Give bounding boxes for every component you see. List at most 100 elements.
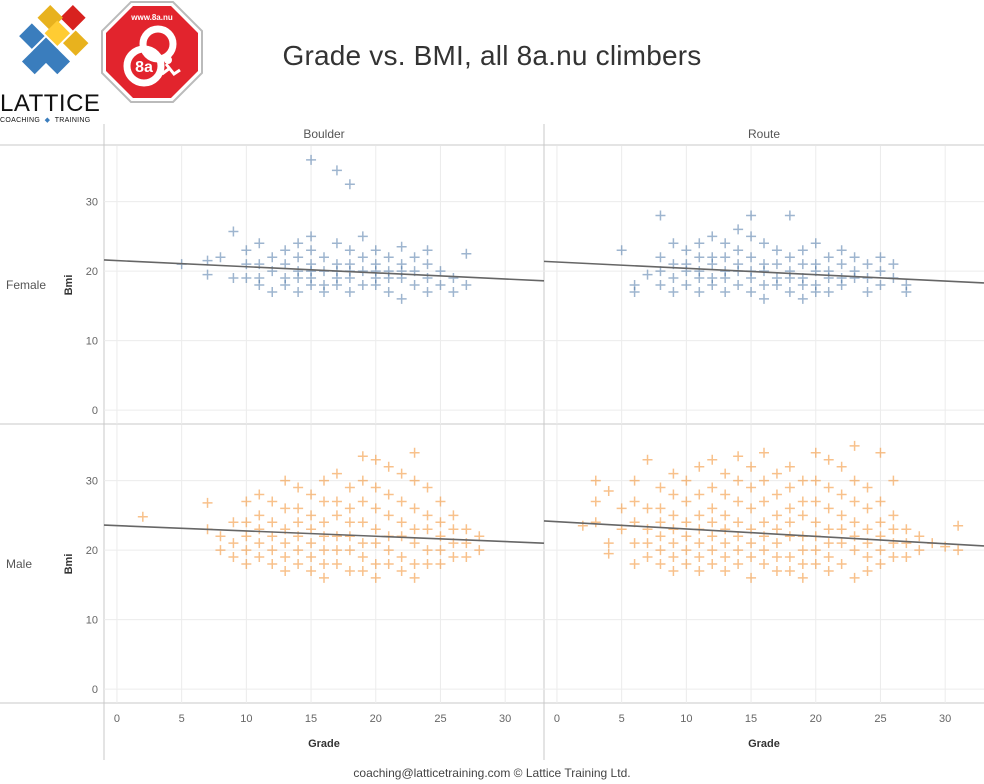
data-point	[254, 280, 265, 290]
data-point	[797, 510, 808, 521]
x-tick-label: 15	[305, 713, 317, 725]
data-point	[759, 447, 769, 458]
data-point	[306, 565, 317, 576]
column-header-boulder: Boulder	[303, 127, 344, 141]
data-point	[409, 280, 420, 290]
data-point	[759, 280, 769, 290]
data-point	[306, 489, 317, 500]
data-point	[306, 154, 317, 165]
data-point	[668, 273, 679, 284]
data-point	[370, 482, 381, 493]
data-point	[331, 238, 342, 249]
data-point	[409, 447, 420, 458]
data-point	[810, 286, 821, 297]
data-point	[461, 524, 472, 535]
data-point	[629, 496, 640, 507]
data-point	[383, 273, 394, 284]
data-point	[357, 231, 368, 242]
data-point	[254, 489, 265, 500]
data-point	[409, 475, 420, 486]
data-point	[810, 559, 821, 569]
scatter-plot-grid: Boulder Route Female Bmi 0 10 20 30 Male Bmi 0 10 20…	[0, 124, 984, 760]
data-point	[655, 252, 666, 263]
data-point	[344, 565, 355, 576]
x-tick-label: 0	[554, 713, 560, 725]
data-point	[797, 496, 808, 507]
data-point	[344, 531, 355, 542]
data-point	[733, 280, 744, 290]
data-point	[875, 252, 886, 263]
data-point	[668, 238, 679, 249]
data-point	[642, 538, 653, 549]
data-point	[319, 475, 329, 486]
data-point	[616, 503, 627, 514]
data-point	[810, 447, 821, 458]
data-point	[875, 559, 886, 569]
data-point	[875, 517, 886, 528]
data-point	[668, 286, 679, 297]
data-point	[254, 538, 265, 549]
data-point	[694, 538, 705, 549]
data-point	[849, 273, 860, 284]
data-point	[681, 496, 692, 507]
data-point	[862, 503, 873, 514]
data-point	[720, 286, 731, 297]
data-point	[759, 475, 769, 486]
data-point	[280, 565, 291, 576]
data-point	[357, 475, 368, 486]
data-point	[435, 266, 446, 277]
data-point	[810, 238, 821, 249]
data-point	[875, 496, 886, 507]
data-point	[694, 510, 705, 521]
data-point	[720, 489, 731, 500]
data-point	[202, 497, 213, 508]
data-point	[448, 510, 459, 521]
data-point	[655, 531, 666, 542]
data-point	[746, 482, 757, 493]
data-point	[319, 496, 329, 507]
data-point	[733, 245, 744, 256]
data-point	[836, 510, 847, 521]
data-point	[383, 252, 394, 263]
data-point	[707, 259, 718, 270]
data-point	[383, 461, 394, 472]
y-tick-label: 0	[92, 684, 98, 696]
data-point	[357, 280, 368, 290]
data-point	[293, 517, 304, 528]
data-point	[280, 280, 291, 290]
trend-line	[103, 524, 545, 544]
data-point	[319, 545, 329, 556]
data-point	[370, 280, 381, 290]
row-header-male: Male	[6, 557, 32, 571]
data-point	[293, 503, 304, 514]
data-point	[953, 520, 964, 531]
data-point	[953, 545, 964, 556]
data-point	[746, 572, 757, 583]
y-axis-label: Bmi	[63, 554, 75, 575]
panel-male-route	[543, 425, 984, 703]
data-point	[694, 252, 705, 263]
data-point	[422, 259, 433, 270]
data-point	[293, 482, 304, 493]
data-point	[733, 475, 744, 486]
data-point	[331, 468, 342, 479]
data-point	[875, 280, 886, 290]
data-point	[771, 489, 782, 500]
data-point	[759, 293, 769, 304]
data-point	[707, 503, 718, 514]
data-point	[797, 280, 808, 290]
y-tick-label: 20	[86, 545, 98, 557]
data-point	[655, 482, 666, 493]
data-point	[875, 266, 886, 277]
data-point	[694, 565, 705, 576]
data-point	[370, 559, 381, 569]
data-point	[357, 538, 368, 549]
data-point	[642, 454, 653, 465]
data-point	[823, 252, 834, 263]
data-point	[267, 531, 278, 542]
data-point	[771, 524, 782, 535]
y-tick-label: 30	[86, 197, 98, 209]
data-point	[461, 552, 472, 563]
data-point	[733, 559, 744, 569]
data-point	[888, 259, 899, 270]
